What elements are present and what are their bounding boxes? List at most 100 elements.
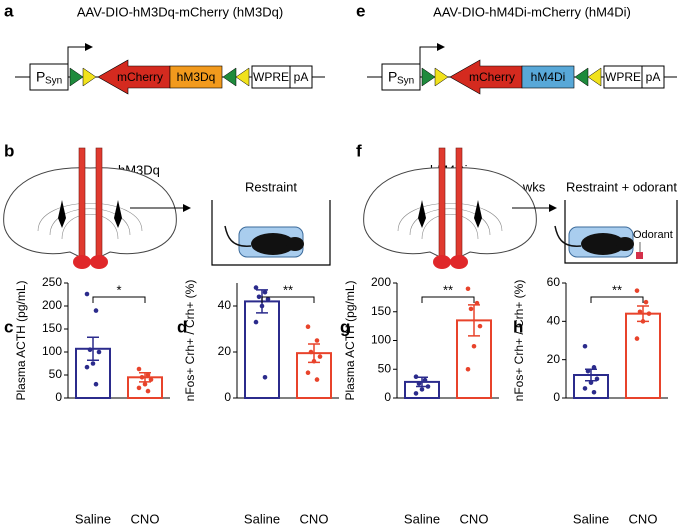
data-point xyxy=(585,368,591,374)
y-axis-label: Plasma ACTH (pg/mL) xyxy=(14,280,28,400)
ventricle xyxy=(58,200,66,228)
x-tick-label: Saline xyxy=(573,511,609,526)
y-tick-label: 200 xyxy=(371,275,391,289)
data-point xyxy=(253,319,259,325)
data-point xyxy=(591,365,597,370)
injection-site xyxy=(90,255,108,269)
pa: pA xyxy=(294,70,309,84)
restraint-box xyxy=(564,200,678,264)
y-tick-label: 200 xyxy=(42,298,62,312)
error-bar xyxy=(139,371,151,383)
injection-site xyxy=(450,255,468,269)
panel-letter: g xyxy=(340,317,350,336)
data-point xyxy=(465,286,471,292)
data-point xyxy=(416,381,422,386)
y-tick-label: 40 xyxy=(218,298,232,312)
y-tick-label: 60 xyxy=(547,275,561,289)
data-point xyxy=(136,385,142,391)
significance: ** xyxy=(283,282,293,297)
data-point xyxy=(256,294,262,300)
data-point xyxy=(314,377,320,382)
panel-letter: a xyxy=(4,1,14,20)
data-point xyxy=(594,376,600,382)
brain-outline xyxy=(363,167,537,263)
odorant-source xyxy=(636,252,643,259)
mouse-body xyxy=(251,233,295,255)
lox2272 xyxy=(235,67,250,87)
data-point xyxy=(634,288,640,293)
data-point xyxy=(265,296,271,302)
significance-bracket xyxy=(92,296,146,303)
data-point xyxy=(311,358,317,364)
data-point xyxy=(305,370,311,376)
panel-letter: e xyxy=(356,1,365,20)
data-point xyxy=(93,308,99,313)
data-point xyxy=(634,336,640,341)
data-point xyxy=(413,374,419,380)
data-point xyxy=(425,384,431,389)
pa: pA xyxy=(646,70,661,84)
receptor: hM4Di xyxy=(531,70,566,84)
panel-letter: b xyxy=(4,141,14,160)
data-point xyxy=(145,372,151,378)
y-tick-label: 0 xyxy=(55,390,62,404)
y-tick-label: 50 xyxy=(378,361,392,375)
brain-contour xyxy=(61,213,119,240)
odorant-label: Odorant xyxy=(633,229,673,241)
data-point xyxy=(87,347,93,353)
data-point xyxy=(582,386,588,391)
promoter: P xyxy=(36,69,45,85)
data-point xyxy=(317,354,323,359)
data-point xyxy=(588,380,594,385)
x-tick-label: CNO xyxy=(460,511,489,526)
data-point xyxy=(471,343,477,349)
y-tick-label: 50 xyxy=(49,367,63,381)
data-point xyxy=(93,381,99,387)
wpre: WPRE xyxy=(605,70,641,84)
brain-contour xyxy=(421,213,479,240)
loxp xyxy=(222,67,237,87)
pa-box xyxy=(289,65,313,89)
tss-arrow xyxy=(67,43,93,64)
loxp xyxy=(421,67,436,87)
mouse-body xyxy=(581,233,625,255)
x-tick-label: Saline xyxy=(75,511,111,526)
data-point xyxy=(90,361,96,366)
mouse-head xyxy=(286,237,304,251)
optic-fiber xyxy=(438,147,446,257)
y-tick-label: 100 xyxy=(371,333,391,347)
y-tick-label: 100 xyxy=(42,344,62,358)
y-axis-label: Plasma ACTH (pg/mL) xyxy=(343,280,357,400)
data-point xyxy=(422,377,428,383)
y-tick-label: 0 xyxy=(224,390,231,404)
significance-bracket xyxy=(261,296,315,303)
significance-bracket xyxy=(421,296,475,303)
promoter-sub: Syn xyxy=(397,76,414,87)
ventricle xyxy=(418,200,426,228)
data-point xyxy=(305,324,311,330)
y-tick-label: 40 xyxy=(547,314,561,328)
significance: * xyxy=(116,282,121,297)
y-tick-label: 20 xyxy=(547,352,561,366)
panel-letter: c xyxy=(4,317,13,336)
data-point xyxy=(139,375,145,380)
brain-outline xyxy=(3,167,177,263)
data-point xyxy=(262,375,268,380)
x-tick-label: Saline xyxy=(244,511,280,526)
construct-title: AAV-DIO-hM4Di-mCherry (hM4Di) xyxy=(433,4,631,19)
significance: ** xyxy=(443,282,453,297)
data-point xyxy=(84,291,90,297)
y-tick-label: 20 xyxy=(218,344,232,358)
brain-section xyxy=(3,147,177,269)
y-axis-label: nFos+ Crh+ / Crh+ (%) xyxy=(512,280,526,402)
optic-fiber xyxy=(78,147,86,257)
data-point xyxy=(253,285,259,290)
data-point xyxy=(259,303,265,309)
lox2272 xyxy=(82,67,97,87)
data-point xyxy=(640,319,646,324)
optic-fiber xyxy=(455,147,463,257)
promoter-sub: Syn xyxy=(45,76,62,87)
data-point xyxy=(643,299,649,305)
x-tick-label: CNO xyxy=(300,511,329,526)
data-point xyxy=(468,306,474,312)
